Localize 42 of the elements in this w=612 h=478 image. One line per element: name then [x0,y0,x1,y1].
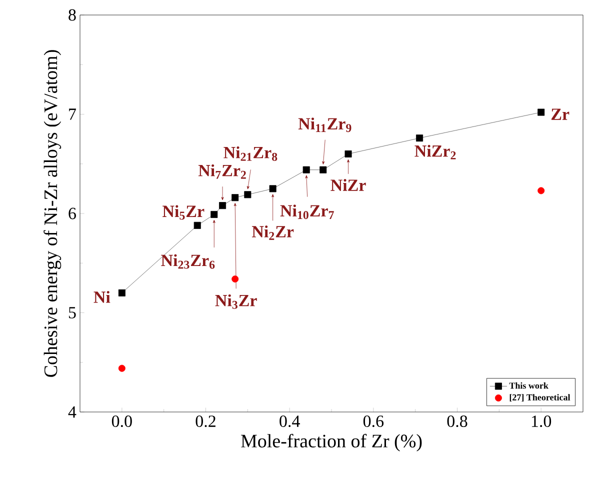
point [416,134,424,142]
point [232,275,239,282]
legend-label: This work [509,382,548,389]
legend-label: [27] Theoretical [510,394,570,402]
y-tick-label: 5 [68,307,76,318]
point [210,210,218,218]
y-tick-label: 6 [68,208,76,220]
annotation: Ni [94,290,110,303]
point [118,289,126,296]
x-tick-label: 0.2 [196,416,216,428]
annotation: Ni$_{23}$Zr$_{6}$ [161,254,215,269]
point [194,222,201,229]
point [269,185,276,192]
x-axis-title: Mole-fraction of Zr (%) [241,434,422,452]
annotation: Ni$_{21}$Zr$_{8}$ [224,146,278,161]
point [219,202,226,210]
annotation: NiZr [330,179,366,191]
point [320,166,327,174]
y-tick-label: 4 [68,406,76,418]
annotation: Ni$_{11}$Zr$_{9}$ [298,118,352,132]
x-tick-label: 0.8 [447,416,468,428]
y-tick-label: 7 [69,108,76,120]
point [538,187,545,194]
point [232,194,239,202]
annotation: Ni$_{2}$Zr [252,225,294,240]
x-tick-label: 0.4 [280,416,300,428]
annotation: Ni$_{7}$Zr$_{2}$ [198,164,246,179]
x-tick-label: 0.0 [112,416,132,428]
annotation: NiZr$_{2}$ [414,144,456,160]
annotation: Ni$_{10}$Zr$_{7}$ [280,204,334,220]
x-tick-label: 0.6 [363,416,384,428]
point [244,191,252,198]
annotation: Ni$_{5}$Zr [162,205,204,220]
y-tick-label: 8 [68,9,76,21]
point [302,166,310,174]
point [344,150,352,158]
point [118,364,126,372]
y-axis-title: Cohesive energy of Ni-Zr alloys (eV/atom) [44,50,62,377]
x-tick-label: 1.0 [532,416,552,428]
annotation: Ni$_{3}$Zr [215,294,257,309]
annotation: Zr [551,108,570,120]
point [538,108,545,116]
